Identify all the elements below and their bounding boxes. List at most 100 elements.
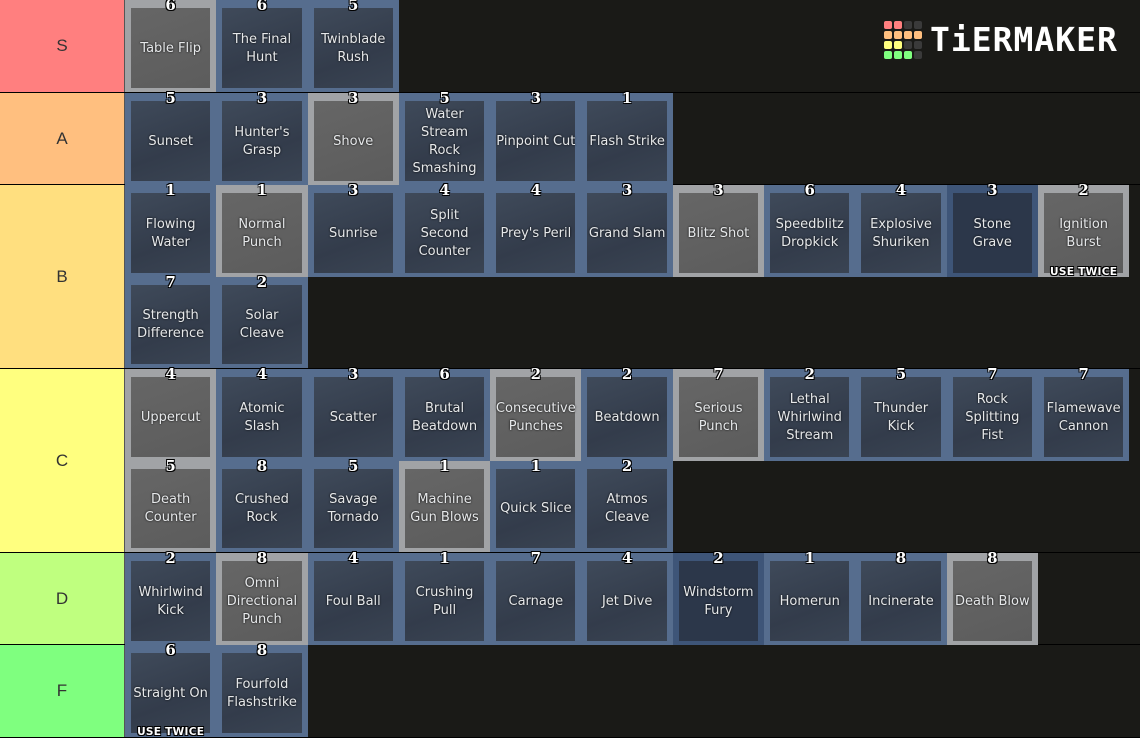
tier-label[interactable]: C (0, 369, 125, 552)
item-name: Serious Punch (694, 400, 743, 434)
item-image (952, 193, 1032, 273)
item-name: Beatdown (594, 409, 660, 425)
item-image (222, 377, 302, 457)
tier-row-s: S 6 Table Flip 6 The Final Hunt 5 Twinblade Ru… (0, 0, 1140, 93)
tier-item-card[interactable]: 1 Normal Punch (216, 181, 308, 277)
tier-label[interactable]: D (0, 553, 125, 644)
item-slot-number: 6 (804, 181, 815, 199)
item-slot-number: 2 (256, 272, 268, 291)
tier-item-card[interactable]: 4 Foul Ball (307, 549, 399, 645)
item-image (131, 377, 211, 457)
tier-item-card[interactable]: 1 Flash Strike (581, 89, 673, 185)
tier-item-card[interactable]: 1 Crushing Pull (398, 549, 491, 645)
item-note-badge: USE TWICE (137, 725, 205, 738)
item-image (587, 193, 667, 273)
item-slot-number: 4 (530, 181, 542, 199)
item-name: Consecutive Punches (495, 400, 576, 434)
item-name: Sunset (148, 133, 193, 149)
tier-item-card[interactable]: 7 Serious Punch (672, 365, 765, 461)
tier-item-card[interactable]: 6 Brutal Beatdown (398, 365, 491, 461)
tier-item-card[interactable]: 3 Pinpoint Cut (490, 89, 582, 185)
tier-item-card[interactable]: 5 Thunder Kick (855, 365, 947, 461)
item-image (404, 193, 485, 273)
tier-item-card[interactable]: 3 Shove (307, 89, 399, 185)
tier-label[interactable]: A (0, 93, 125, 184)
tier-item-card[interactable]: 2 Lethal Whirlwind Stream (764, 365, 856, 461)
item-name: Blitz Shot (687, 225, 750, 241)
tier-item-card[interactable]: 7 Flamewave Cannon (1037, 365, 1130, 461)
tier-items-container: 1 Flowing Water 1 Normal Punch 3 Sunrise 4 Spli… (125, 181, 1140, 368)
tier-item-card[interactable]: 2 Ignition Burst USE TWICE (1037, 181, 1130, 278)
tier-item-card[interactable]: 6 Table Flip (125, 0, 217, 92)
tier-item-card[interactable]: 3 Blitz Shot (672, 181, 765, 277)
item-slot-number: 6 (256, 0, 268, 14)
item-name: Lethal Whirlwind Stream (777, 391, 842, 443)
item-name: Incinerate (868, 593, 934, 609)
tier-item-card[interactable]: 2 Atmos Cleave (581, 457, 673, 552)
tier-item-card[interactable]: 1 Flowing Water (125, 181, 217, 277)
logo-grid-cell (884, 41, 892, 49)
item-slot-number: 3 (348, 89, 359, 107)
item-slot-number: 1 (621, 89, 633, 107)
tier-label[interactable]: B (0, 185, 125, 368)
tier-item-card[interactable]: 2 Whirlwind Kick (125, 549, 217, 645)
tier-item-card[interactable]: 3 Sunrise (307, 181, 399, 277)
logo-grid-cell (884, 51, 892, 59)
tier-label[interactable]: F (0, 645, 125, 737)
tier-item-card[interactable]: 4 Split Second Counter (398, 181, 491, 277)
tier-item-card[interactable]: 7 Rock Splitting Fist (946, 365, 1038, 461)
tier-item-card[interactable]: 8 Omni Directional Punch (216, 549, 308, 645)
item-slot-number: 4 (621, 549, 633, 567)
tier-label[interactable]: S (0, 0, 125, 92)
item-slot-number: 3 (256, 89, 268, 107)
item-name: Grand Slam (588, 225, 666, 241)
tier-item-card[interactable]: 6 Straight On USE TWICE (125, 641, 217, 738)
item-slot-number: 5 (348, 456, 359, 475)
tier-item-card[interactable]: 8 Death Blow (946, 549, 1038, 645)
tier-item-card[interactable]: 4 Uppercut (125, 365, 217, 461)
tier-item-card[interactable]: 3 Grand Slam (581, 181, 673, 277)
item-slot-number: 6 (165, 0, 176, 14)
tier-item-card[interactable]: 2 Beatdown (581, 365, 673, 461)
tier-item-card[interactable]: 3 Hunter's Grasp (216, 89, 308, 185)
tier-item-card[interactable]: 8 Incinerate (855, 549, 947, 645)
item-name: Normal Punch (238, 216, 286, 250)
tier-item-card[interactable]: 8 Crushed Rock (216, 457, 308, 552)
tier-item-card[interactable]: 4 Explosive Shuriken (855, 181, 947, 277)
tier-item-card[interactable]: 5 Twinblade Rush (307, 0, 399, 92)
item-image (222, 101, 302, 181)
tier-item-card[interactable]: 7 Carnage (490, 549, 582, 645)
item-name: Hunter's Grasp (234, 124, 290, 158)
tier-item-card[interactable]: 5 Sunset (125, 89, 217, 185)
tier-item-card[interactable]: 2 Solar Cleave (216, 273, 308, 368)
tier-item-card[interactable]: 5 Death Counter (125, 457, 217, 552)
tiermaker-grid-icon (884, 21, 922, 59)
tier-item-card[interactable]: 4 Atomic Slash (216, 365, 308, 461)
tier-item-card[interactable]: 5 Savage Tornado (307, 457, 399, 552)
tier-item-card[interactable]: 4 Jet Dive (581, 549, 673, 645)
tier-item-card[interactable]: 4 Prey's Peril (490, 181, 582, 277)
tiermaker-logo[interactable]: TiERMAKER (884, 20, 1118, 60)
tier-item-card[interactable]: 1 Quick Slice (490, 457, 582, 552)
tier-item-card[interactable]: 7 Strength Difference (125, 273, 217, 368)
tier-item-card[interactable]: 5 Water Stream Rock Smashing (398, 89, 491, 185)
tier-item-card[interactable]: 1 Homerun (764, 549, 856, 645)
logo-grid-cell (914, 21, 922, 29)
tier-item-card[interactable]: 3 Scatter (307, 365, 399, 461)
tier-item-card[interactable]: 2 Consecutive Punches (490, 365, 582, 461)
item-image (313, 468, 393, 548)
tier-item-card[interactable]: 6 Speedblitz Dropkick (764, 181, 856, 277)
item-image (404, 377, 485, 457)
logo-grid-cell (914, 51, 922, 59)
tier-item-card[interactable]: 8 Fourfold Flashstrike (216, 641, 308, 737)
tier-item-card[interactable]: 2 Windstorm Fury (672, 549, 765, 645)
logo-grid-cell (904, 21, 912, 29)
item-slot-number: 1 (439, 549, 450, 567)
tier-item-card[interactable]: 1 Machine Gun Blows (398, 457, 491, 552)
tier-item-card[interactable]: 6 The Final Hunt (216, 0, 308, 92)
item-image (496, 193, 576, 273)
item-image (222, 561, 302, 641)
tier-item-card[interactable]: 3 Stone Grave (946, 181, 1038, 277)
item-image (404, 561, 485, 641)
